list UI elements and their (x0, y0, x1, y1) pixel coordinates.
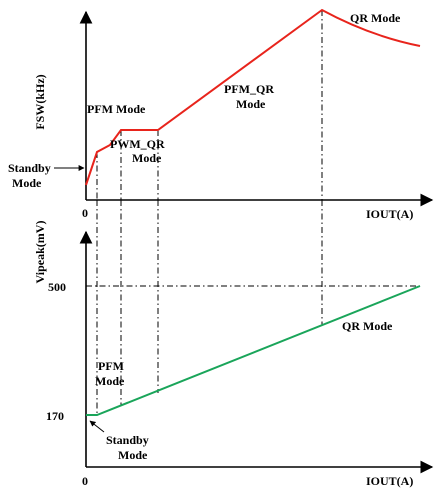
top-pfm-qr-label-2: Mode (236, 97, 266, 111)
top-standby-label-2: Mode (12, 176, 42, 190)
bottom-x-label: IOUT(A) (366, 474, 413, 488)
top-x-label: IOUT(A) (366, 207, 413, 221)
bottom-pfm-label-2: Mode (95, 374, 125, 388)
top-chart: FSW(kHz) IOUT(A) 0 Standby Mode PFM Mode… (8, 8, 434, 221)
top-y-label: FSW(kHz) (33, 74, 47, 129)
bottom-qr-label: QR Mode (342, 319, 393, 333)
vipeak-curve (86, 285, 421, 416)
top-qr-label: QR Mode (350, 11, 401, 25)
bottom-standby-arrow (89, 420, 105, 433)
top-pwm-qr-label-1: PWM_QR (110, 137, 165, 151)
top-pwm-qr-label-2: Mode (132, 151, 162, 165)
bottom-y-label: Vipeak(mV) (33, 221, 47, 284)
top-origin-label: 0 (82, 206, 88, 220)
top-pfm-label: PFM Mode (87, 102, 146, 116)
bottom-tick-500: 500 (48, 280, 66, 294)
fsw-curve (85, 8, 421, 186)
bottom-pfm-label-1: PFM (98, 359, 124, 373)
top-standby-label-1: Standby (8, 161, 51, 175)
bottom-chart: Vipeak(mV) IOUT(A) 0 500 170 QR Mode PFM… (33, 200, 434, 488)
top-pfm-qr-label-1: PFM_QR (224, 82, 274, 96)
bottom-standby-label-2: Mode (118, 448, 148, 462)
bottom-standby-label-1: Standby (106, 433, 149, 447)
bottom-origin-label: 0 (82, 474, 88, 488)
bottom-tick-170: 170 (46, 409, 64, 423)
